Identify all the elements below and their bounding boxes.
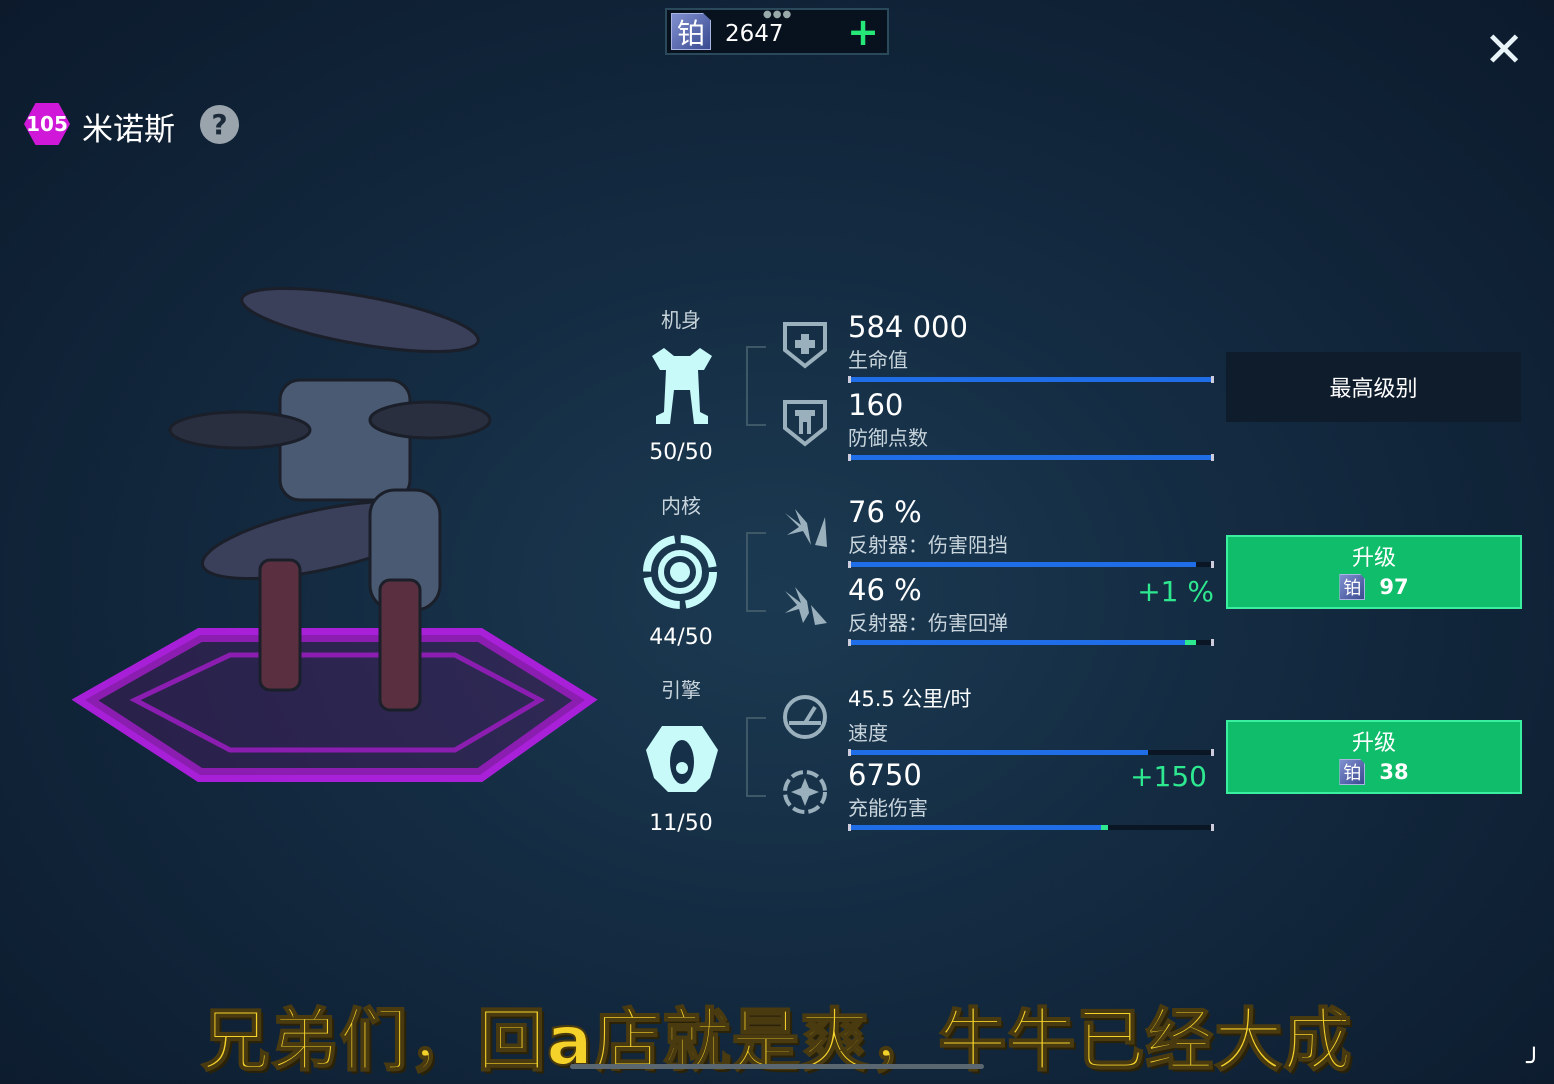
stat-value: 6750	[848, 758, 922, 792]
upgrade-cost: 38	[1379, 760, 1409, 784]
stat-label: 防御点数	[848, 426, 928, 450]
upgrade-cost: 97	[1379, 575, 1409, 599]
armor-shield-icon	[783, 400, 827, 447]
platinum-icon: 铂	[1339, 759, 1366, 785]
stat-value: 45.5 公里/时	[848, 687, 972, 711]
close-icon[interactable]: ✕	[1484, 22, 1525, 78]
module-progress-engine: 11/50	[649, 811, 713, 836]
module-progress-body: 50/50	[649, 440, 713, 465]
stat-bonus: +1 %	[1137, 575, 1214, 608]
health-shield-icon	[783, 322, 827, 369]
currency-display: 铂 ●●● 2647 +	[665, 8, 889, 55]
add-currency-button[interactable]: +	[847, 10, 879, 54]
stat-value: 46 %	[848, 573, 922, 607]
level-badge: 105	[24, 103, 70, 145]
engine-icon[interactable]	[640, 722, 724, 796]
stat-bar-fill	[848, 825, 1101, 830]
stat-bar-increase	[1100, 825, 1108, 830]
stat-bar-increase	[1184, 640, 1196, 645]
platinum-icon: 铂	[671, 13, 711, 50]
stat-label: 生命值	[848, 348, 908, 372]
stat-bar	[848, 749, 1214, 756]
charge-damage-icon	[783, 770, 827, 814]
stat-bar-fill	[848, 377, 1214, 382]
corner-swipe-icon: ╯	[1526, 1048, 1542, 1078]
stat-label: 速度	[848, 721, 888, 745]
stat-value: 160	[848, 388, 904, 422]
bracket-divider	[746, 346, 766, 426]
stat-bar	[848, 376, 1214, 383]
stat-bar-fill	[848, 562, 1196, 567]
stat-value: 76 %	[848, 495, 922, 529]
hex-platform	[71, 628, 598, 782]
stat-bar	[848, 824, 1214, 831]
bracket-divider	[746, 717, 766, 797]
max-level-label: 最高级别	[1226, 352, 1521, 422]
video-subtitle: 兄弟们，回a店就是爽，牛牛已经大成	[201, 1001, 1353, 1082]
mech-body-icon[interactable]	[648, 346, 716, 426]
help-button[interactable]: ?	[200, 105, 239, 144]
stat-bonus: +150	[1130, 760, 1207, 793]
robot-model	[71, 286, 598, 782]
module-category-body: 机身	[661, 308, 701, 332]
reflector-rebound-icon	[785, 587, 827, 625]
upgrade-label: 升级	[1351, 546, 1396, 571]
platinum-icon: 铂	[1339, 574, 1366, 600]
stat-label: 反射器：伤害阻挡	[848, 533, 1008, 557]
upgrade-engine-button[interactable]: 升级 铂 38	[1226, 720, 1522, 794]
module-category-engine: 引擎	[661, 678, 701, 702]
core-icon[interactable]	[642, 534, 718, 610]
stat-bar-fill	[848, 750, 1149, 755]
stat-bar-fill	[848, 640, 1185, 645]
speedometer-icon	[783, 695, 827, 739]
stat-bar	[848, 639, 1214, 646]
upgrade-label: 升级	[1351, 731, 1396, 756]
module-progress-core: 44/50	[649, 625, 713, 650]
stat-bar	[848, 561, 1214, 568]
platinum-amount: 2647	[725, 21, 784, 47]
stat-label: 反射器：伤害回弹	[848, 611, 1008, 635]
reflector-block-icon	[785, 509, 827, 547]
more-dots-icon: ●●●	[763, 9, 793, 20]
module-category-core: 内核	[661, 494, 701, 518]
robot-name: 米诺斯	[82, 112, 175, 148]
upgrade-core-button[interactable]: 升级 铂 97	[1226, 535, 1522, 609]
stat-bar-fill	[848, 455, 1214, 460]
stat-bar	[848, 454, 1214, 461]
stat-value: 584 000	[848, 310, 968, 344]
bracket-divider	[746, 532, 766, 612]
stat-label: 充能伤害	[848, 796, 928, 820]
home-indicator[interactable]	[570, 1064, 984, 1069]
